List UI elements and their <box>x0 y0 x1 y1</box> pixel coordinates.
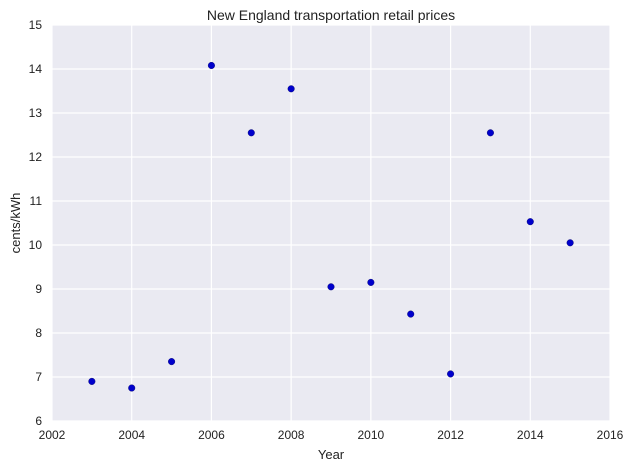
data-point-0-2 <box>168 358 176 366</box>
y-tick-label-0: 6 <box>35 414 42 428</box>
y-tick-label-2: 8 <box>35 326 42 340</box>
data-point-0-4 <box>247 129 255 137</box>
data-point-0-10 <box>486 129 494 137</box>
x-tick-label-0: 2002 <box>39 428 66 442</box>
chart-title: New England transportation retail prices <box>207 7 455 23</box>
x-tick-label-1: 2004 <box>118 428 145 442</box>
data-point-0-0 <box>88 377 96 385</box>
y-tick-label-5: 11 <box>30 194 43 208</box>
grid <box>51 24 611 422</box>
x-tick-label-7: 2016 <box>597 428 624 442</box>
data-point-0-11 <box>526 218 534 226</box>
x-tick-label-6: 2014 <box>517 428 544 442</box>
y-tick-label-7: 13 <box>29 106 43 120</box>
x-tick-label-5: 2012 <box>437 428 464 442</box>
y-axis-label: cents/kWh <box>8 193 23 254</box>
y-tick-label-1: 7 <box>35 370 42 384</box>
y-tick-label-9: 15 <box>29 18 43 32</box>
data-points <box>88 61 574 392</box>
x-tick-label-2: 2006 <box>198 428 225 442</box>
y-tick-label-6: 12 <box>29 150 43 164</box>
data-point-0-6 <box>327 283 335 291</box>
data-point-0-8 <box>407 310 415 318</box>
y-tick-label-8: 14 <box>29 62 43 76</box>
x-tick-label-3: 2008 <box>278 428 305 442</box>
data-point-0-7 <box>367 278 375 286</box>
data-point-0-3 <box>207 61 215 69</box>
x-axis-label: Year <box>318 447 345 462</box>
data-point-0-1 <box>128 384 136 392</box>
x-tick-label-4: 2010 <box>358 428 385 442</box>
data-point-0-5 <box>287 85 295 93</box>
tick-labels: 2002 2004 2006 2008 2010 2012 2014 2016 6 7 8 9 10 11… <box>29 18 624 442</box>
data-point-0-9 <box>447 370 455 378</box>
y-tick-label-4: 10 <box>29 238 43 252</box>
y-tick-label-3: 9 <box>35 282 42 296</box>
plot-area <box>52 25 610 421</box>
data-point-0-12 <box>566 239 574 247</box>
